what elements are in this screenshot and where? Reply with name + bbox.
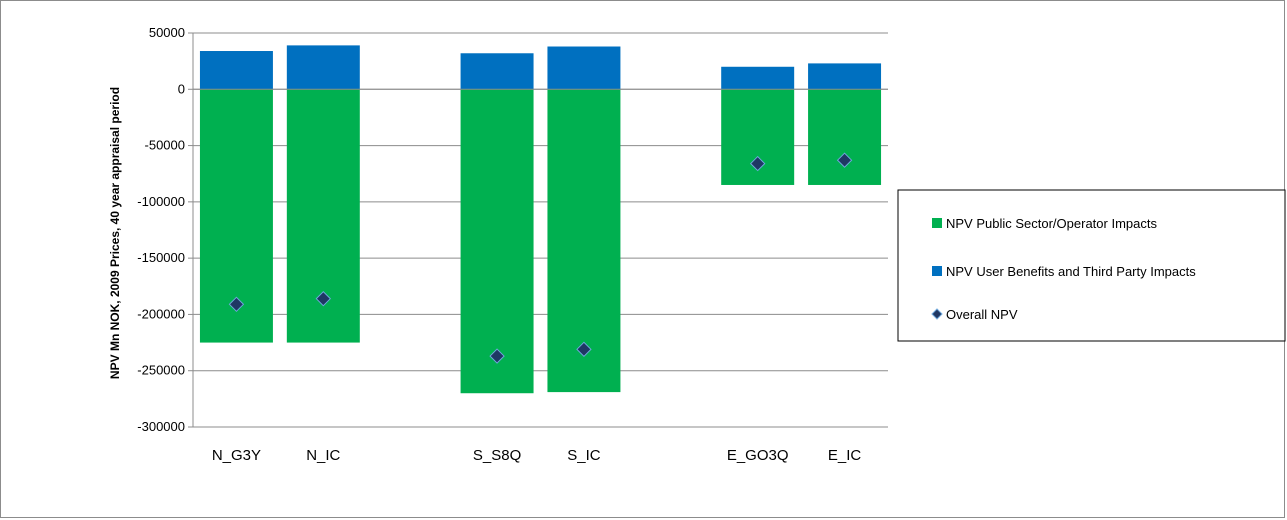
overall-npv-marker xyxy=(228,296,245,313)
legend-swatch xyxy=(932,266,942,276)
bar-user-benefits xyxy=(286,45,360,90)
y-tick-label: -300000 xyxy=(137,419,185,434)
bar-user-benefits xyxy=(808,63,882,90)
y-tick-label: 50000 xyxy=(149,25,185,40)
bar-public-sector xyxy=(460,89,534,394)
overall-npv-marker xyxy=(315,290,332,307)
y-tick-labels: 50000 0 -50000 -100000 -150000 -200000 -250000… xyxy=(137,25,185,434)
x-category-label: N_G3Y xyxy=(212,447,261,464)
overall-npv-marker xyxy=(489,348,505,364)
bar-user-benefits xyxy=(721,66,795,90)
legend-label: NPV Public Sector/Operator Impacts xyxy=(946,216,1157,231)
legend-swatch xyxy=(932,218,942,228)
axes xyxy=(192,33,888,427)
bar-user-benefits xyxy=(547,46,621,90)
legend-box xyxy=(897,189,1286,342)
y-tick-label: -50000 xyxy=(145,138,185,153)
overall-npv-marker xyxy=(749,155,766,172)
markers xyxy=(228,152,853,364)
y-axis-label: NPV Mn NOK, 2009 Prices, 40 year apprais… xyxy=(108,87,122,379)
bar-public-sector xyxy=(808,89,882,185)
x-category-labels: N_G3Y N_IC S_S8Q S_IC E_GO3Q E_IC xyxy=(212,447,862,464)
y-tick-label: -250000 xyxy=(137,363,185,378)
legend: NPV Public Sector/Operator Impacts NPV Us… xyxy=(897,189,1286,342)
x-category-label: E_GO3Q xyxy=(727,447,789,464)
legend-label: Overall NPV xyxy=(946,307,1018,322)
legend-swatch xyxy=(931,308,943,320)
overall-npv-marker xyxy=(576,341,592,358)
y-tick-label: 0 xyxy=(178,81,185,96)
x-category-label: E_IC xyxy=(828,447,862,464)
x-category-label: S_IC xyxy=(567,447,601,464)
y-tick-label: -200000 xyxy=(137,306,185,321)
legend-label: NPV User Benefits and Third Party Impact… xyxy=(946,264,1196,279)
bar-user-benefits xyxy=(460,53,534,90)
bar-user-benefits xyxy=(199,51,273,90)
overall-npv-marker xyxy=(836,152,853,168)
x-category-label: N_IC xyxy=(306,447,340,464)
x-category-label: S_S8Q xyxy=(473,447,521,464)
y-tick-label: -150000 xyxy=(137,250,185,265)
bars xyxy=(199,45,882,394)
y-tick-label: -100000 xyxy=(137,194,185,209)
